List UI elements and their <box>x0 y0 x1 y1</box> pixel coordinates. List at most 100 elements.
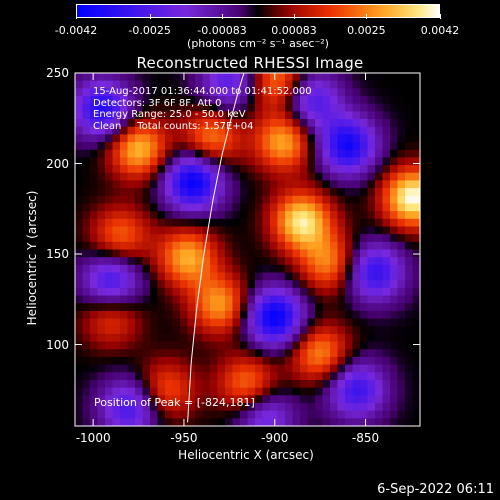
heatmap-cell <box>345 119 354 128</box>
heatmap-cell <box>247 356 256 366</box>
heatmap-cell <box>135 73 144 82</box>
heatmap-cell <box>195 341 204 350</box>
heatmap-cell <box>285 241 294 251</box>
heatmap-cell <box>285 356 294 366</box>
heatmap-cell <box>262 119 271 128</box>
heatmap-cell <box>120 203 129 212</box>
heatmap-cell <box>405 195 414 205</box>
heatmap-cell <box>112 180 121 189</box>
heatmap-cell <box>210 80 219 89</box>
heatmap-cell <box>232 103 241 112</box>
heatmap-cell <box>105 218 114 228</box>
heatmap-cell <box>75 303 84 312</box>
heatmap-cell <box>112 149 121 159</box>
annotation-detectors: Detectors: 3F 6F 8F, Att 0 <box>93 97 222 109</box>
heatmap-cell <box>172 303 181 312</box>
heatmap-cell <box>135 134 144 143</box>
heatmap-cell <box>187 402 196 412</box>
heatmap-cell <box>112 111 121 120</box>
heatmap-cell <box>322 73 331 82</box>
heatmap-cell <box>120 379 129 389</box>
heatmap-cell <box>105 226 114 235</box>
heatmap-cell <box>142 349 151 358</box>
heatmap-cell <box>405 103 414 112</box>
heatmap-cell <box>135 149 144 159</box>
peak-position-label: Position of Peak = [-824,181] <box>94 396 255 409</box>
heatmap-cell <box>315 180 324 189</box>
heatmap-cell <box>277 387 286 396</box>
heatmap-cell <box>232 356 241 366</box>
heatmap-cell <box>300 333 309 343</box>
heatmap-cell <box>210 418 219 427</box>
heatmap-cell <box>135 211 144 220</box>
heatmap-cell <box>397 356 406 366</box>
heatmap-cell <box>150 379 159 389</box>
heatmap-cell <box>262 272 271 281</box>
heatmap-cell <box>315 218 324 228</box>
heatmap-cell <box>202 172 211 182</box>
heatmap-cell <box>75 96 84 105</box>
heatmap-cell <box>150 88 159 97</box>
heatmap-cell <box>375 402 384 412</box>
heatmap-cell <box>217 134 226 143</box>
heatmap-cell <box>277 234 286 243</box>
heatmap-cell <box>75 333 84 343</box>
heatmap-cell <box>367 142 376 151</box>
heatmap-cell <box>360 188 369 197</box>
heatmap-cell <box>157 134 166 143</box>
heatmap-cell <box>262 318 271 327</box>
heatmap-cell <box>217 272 226 281</box>
heatmap-cell <box>90 73 99 82</box>
heatmap-cell <box>247 180 256 189</box>
heatmap-cell <box>270 80 279 89</box>
heatmap-cell <box>382 103 391 112</box>
heatmap-cell <box>165 96 174 105</box>
heatmap-cell <box>412 295 421 304</box>
heatmap-cell <box>142 134 151 143</box>
heatmap-cell <box>360 379 369 389</box>
heatmap-cell <box>217 73 226 82</box>
heatmap-cell <box>262 280 271 289</box>
heatmap-cell <box>352 203 361 212</box>
heatmap-cell <box>127 264 136 274</box>
heatmap-cell <box>97 180 106 189</box>
heatmap-cell <box>210 410 219 419</box>
heatmap-cell <box>367 119 376 128</box>
heatmap-cell <box>322 287 331 297</box>
heatmap-cell <box>195 226 204 235</box>
heatmap-cell <box>150 410 159 419</box>
heatmap-cell <box>285 333 294 343</box>
heatmap-cell <box>300 165 309 174</box>
heatmap-cell <box>255 387 264 396</box>
heatmap-cell <box>187 303 196 312</box>
y-tick-label: 200 <box>46 156 69 171</box>
heatmap-cell <box>285 387 294 396</box>
heatmap-cell <box>307 280 316 289</box>
heatmap-cell <box>105 326 114 335</box>
heatmap-cell <box>217 96 226 105</box>
heatmap-cell <box>112 326 121 335</box>
heatmap-cell <box>405 341 414 350</box>
heatmap-cell <box>225 103 234 112</box>
heatmap-cell <box>412 188 421 197</box>
heatmap-cell <box>292 372 301 381</box>
heatmap-cell <box>397 264 406 274</box>
heatmap-cell <box>165 310 174 320</box>
heatmap-cell <box>337 341 346 350</box>
heatmap-cell <box>255 410 264 419</box>
heatmap-cell <box>285 226 294 235</box>
heatmap-cell <box>367 410 376 419</box>
heatmap-cell <box>360 103 369 112</box>
heatmap-cell <box>120 126 129 135</box>
heatmap-cell <box>225 410 234 419</box>
heatmap-cell <box>97 234 106 243</box>
heatmap-cell <box>270 111 279 120</box>
heatmap-cell <box>142 356 151 366</box>
heatmap-cell <box>397 257 406 266</box>
heatmap-cell <box>277 172 286 182</box>
heatmap-cell <box>112 188 121 197</box>
heatmap-cell <box>322 257 331 266</box>
heatmap-cell <box>315 287 324 297</box>
heatmap-cell <box>382 395 391 404</box>
heatmap-cell <box>142 165 151 174</box>
